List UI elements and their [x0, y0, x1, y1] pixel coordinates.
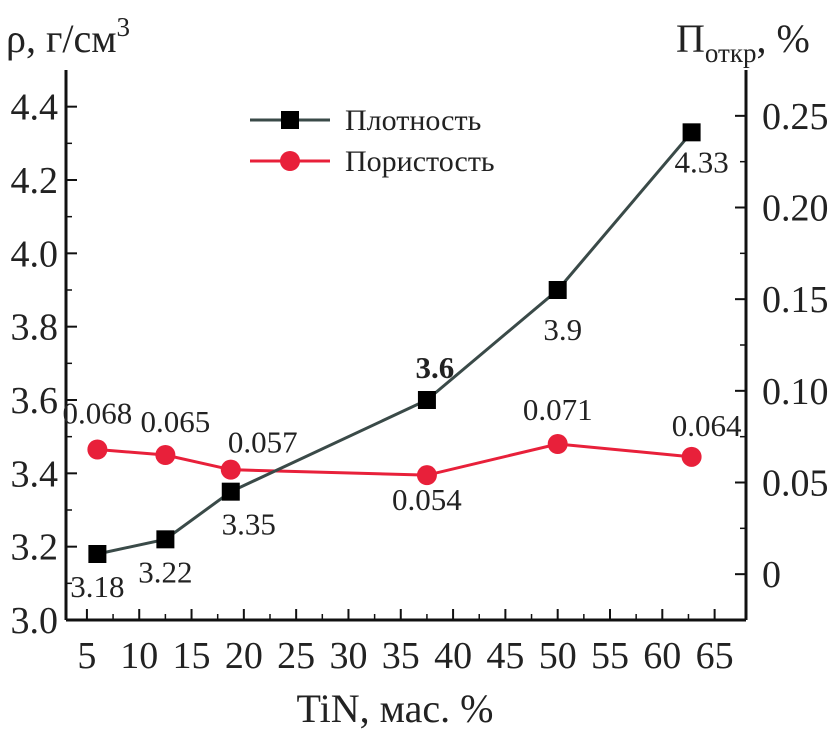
- x-axis-title: TiN, мас. %: [297, 686, 494, 731]
- porosity-series-line: [97, 442, 692, 477]
- porosity-point: [220, 459, 241, 480]
- x-tick-label: 25: [277, 635, 315, 677]
- y-left-tick-label: 4.2: [11, 160, 59, 202]
- x-tick-label: 65: [696, 635, 734, 677]
- density-point: [417, 391, 436, 409]
- x-tick-label: 10: [120, 635, 158, 677]
- x-tick-label: 15: [173, 635, 211, 677]
- x-tick-label: 40: [434, 635, 472, 677]
- legend-density-marker: [281, 111, 299, 129]
- density-data-label: 4.33: [674, 144, 728, 179]
- x-tick-label: 60: [643, 635, 681, 677]
- y-left-tick-label: 3.8: [11, 307, 59, 349]
- y-left-tick-label: 4.4: [11, 87, 59, 129]
- y-left-axis-title-main: ρ, г/см: [6, 16, 117, 61]
- porosity-point: [416, 465, 437, 486]
- density-point: [221, 482, 240, 501]
- x-tick-label: 50: [539, 635, 577, 677]
- x-tick-label: 5: [77, 635, 96, 677]
- y-right-axis-title: Поткр, %: [676, 16, 810, 68]
- y-right-axis-title-sub: откр: [705, 38, 757, 68]
- porosity-data-label: 0.064: [672, 408, 742, 443]
- y-left-tick-label: 4.0: [11, 233, 59, 275]
- density-data-label: 3.35: [222, 507, 276, 542]
- density-series-line: [97, 131, 693, 556]
- y-right-tick-label: 0: [762, 554, 781, 596]
- porosity-data-label: 0.057: [228, 425, 298, 460]
- y-right-axis-title-tail: , %: [756, 16, 809, 61]
- y-right-axis-title-main: П: [676, 16, 705, 61]
- porosity-point: [87, 439, 108, 460]
- y-right-tick-label: 0.05: [762, 463, 829, 505]
- x-tick-label: 35: [382, 635, 420, 677]
- legend-porosity-label: Пористость: [345, 145, 495, 178]
- density-point: [682, 123, 701, 142]
- y-left-tick-label: 3.0: [11, 600, 59, 642]
- density-data-label: 3.18: [70, 569, 124, 604]
- density-data-label: 3.6: [416, 350, 455, 385]
- legend: Плотность Пористость: [250, 104, 495, 178]
- x-tick-label: 45: [486, 635, 524, 677]
- porosity-data-label: 0.054: [392, 482, 462, 517]
- density-data-label: 3.22: [138, 554, 192, 589]
- y-left-tick-label: 3.2: [11, 527, 59, 569]
- y-right-tick-label: 0.20: [762, 188, 829, 230]
- y-right-tick-label: 0.10: [762, 371, 829, 413]
- y-left-tick-label: 3.6: [11, 380, 59, 422]
- legend-density-label: Плотность: [345, 104, 481, 137]
- porosity-point: [155, 445, 176, 465]
- density-point: [156, 530, 175, 549]
- porosity-point: [681, 446, 702, 467]
- x-tick-label: 30: [329, 635, 367, 677]
- x-tick-label: 20: [225, 635, 263, 677]
- porosity-data-label: 0.071: [523, 392, 593, 427]
- y-left-axis-title: ρ, г/см3: [6, 12, 130, 61]
- porosity-data-label: 0.068: [63, 396, 133, 431]
- x-tick-label: 55: [591, 635, 629, 677]
- labels-layer: 3.18 3.22 3.35 3.6 3.9 4.33 0.068 0.065 0.057 0.0…: [63, 144, 742, 604]
- series-layer: [87, 123, 702, 563]
- legend-porosity-marker: [280, 151, 300, 171]
- y-left-axis-title-sup: 3: [117, 12, 131, 42]
- y-left-tick-label: 3.4: [11, 453, 59, 495]
- y-right-tick-label: 0.15: [762, 279, 829, 321]
- y-right-tick-label: 0.25: [762, 96, 829, 138]
- axes-layer: 5 10 15 20 25 30 35 40 45 50 55 60 653.03.23.43.63.8…: [6, 12, 829, 731]
- porosity-data-label: 0.065: [141, 404, 211, 439]
- density-data-label: 3.9: [543, 312, 582, 347]
- density-point: [88, 545, 107, 563]
- porosity-point: [547, 434, 568, 454]
- density-point: [548, 281, 567, 299]
